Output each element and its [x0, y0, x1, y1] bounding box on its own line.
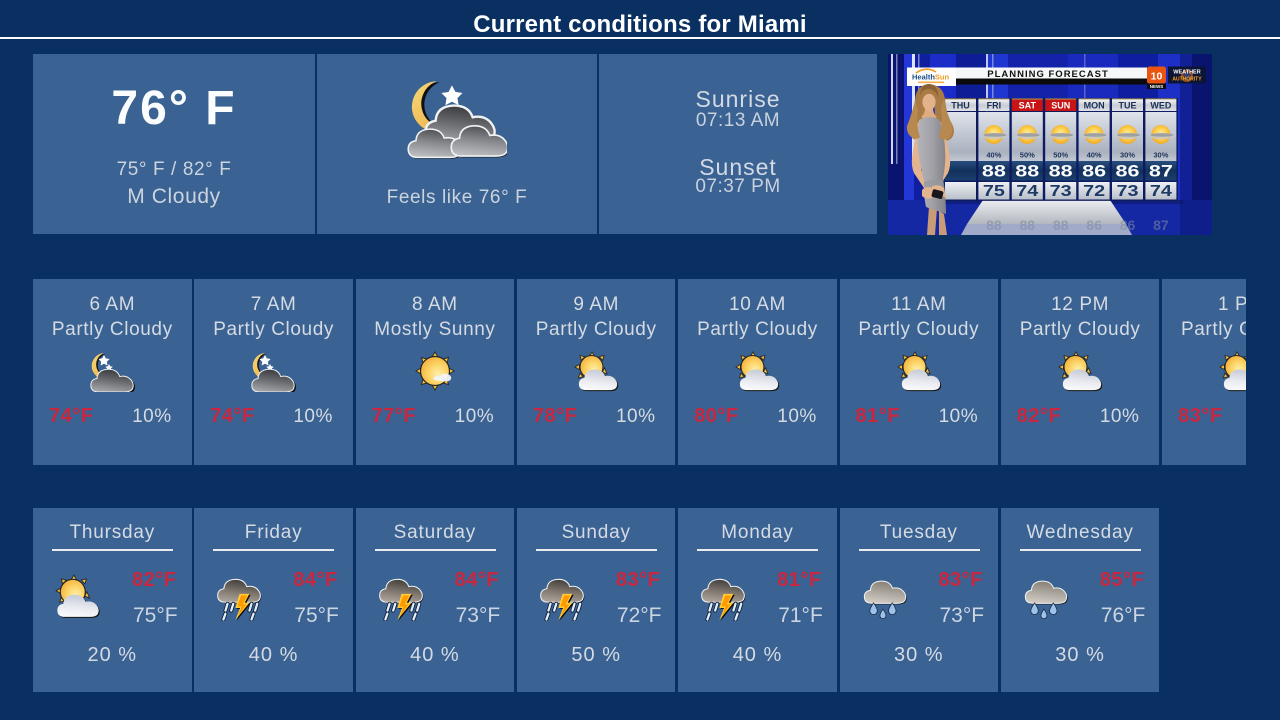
svg-text:87: 87: [1153, 217, 1169, 233]
svg-text:75: 75: [983, 183, 1005, 200]
svg-text:88: 88: [986, 217, 1002, 233]
svg-text:10: 10: [1151, 71, 1163, 83]
svg-text:88: 88: [982, 162, 1006, 181]
svg-text:88: 88: [1015, 162, 1039, 181]
svg-text:72: 72: [1083, 183, 1105, 200]
svg-text:86: 86: [1086, 217, 1102, 233]
svg-text:30%: 30%: [1120, 151, 1135, 160]
svg-text:FRI: FRI: [987, 101, 1002, 111]
svg-text:HealthSun: HealthSun: [912, 73, 950, 82]
svg-text:74: 74: [1016, 183, 1038, 200]
svg-text:40%: 40%: [1087, 151, 1102, 160]
svg-text:MON: MON: [1084, 101, 1105, 111]
svg-text:73: 73: [1117, 183, 1139, 200]
svg-text:74: 74: [1150, 183, 1172, 200]
svg-text:WED: WED: [1150, 101, 1171, 111]
svg-text:50%: 50%: [1053, 151, 1068, 160]
svg-text:86: 86: [1120, 217, 1136, 233]
svg-text:88: 88: [1020, 217, 1036, 233]
svg-text:NEWS: NEWS: [1150, 84, 1164, 89]
svg-text:73: 73: [1050, 183, 1072, 200]
svg-text:50%: 50%: [1020, 151, 1035, 160]
svg-text:86: 86: [1082, 162, 1106, 181]
svg-text:87: 87: [1149, 162, 1173, 181]
svg-text:40%: 40%: [986, 151, 1001, 160]
svg-text:30%: 30%: [1153, 151, 1168, 160]
svg-text:THU: THU: [951, 101, 970, 111]
svg-text:WEATHER: WEATHER: [1173, 70, 1200, 76]
svg-text:AUTHORITY: AUTHORITY: [1172, 77, 1202, 83]
svg-text:88: 88: [1053, 217, 1069, 233]
svg-text:PLANNING FORECAST: PLANNING FORECAST: [987, 69, 1109, 80]
svg-text:86: 86: [1116, 162, 1140, 181]
svg-text:88: 88: [1049, 162, 1073, 181]
svg-text:SAT: SAT: [1019, 101, 1037, 111]
svg-text:SUN: SUN: [1051, 101, 1070, 111]
svg-text:TUE: TUE: [1119, 101, 1137, 111]
